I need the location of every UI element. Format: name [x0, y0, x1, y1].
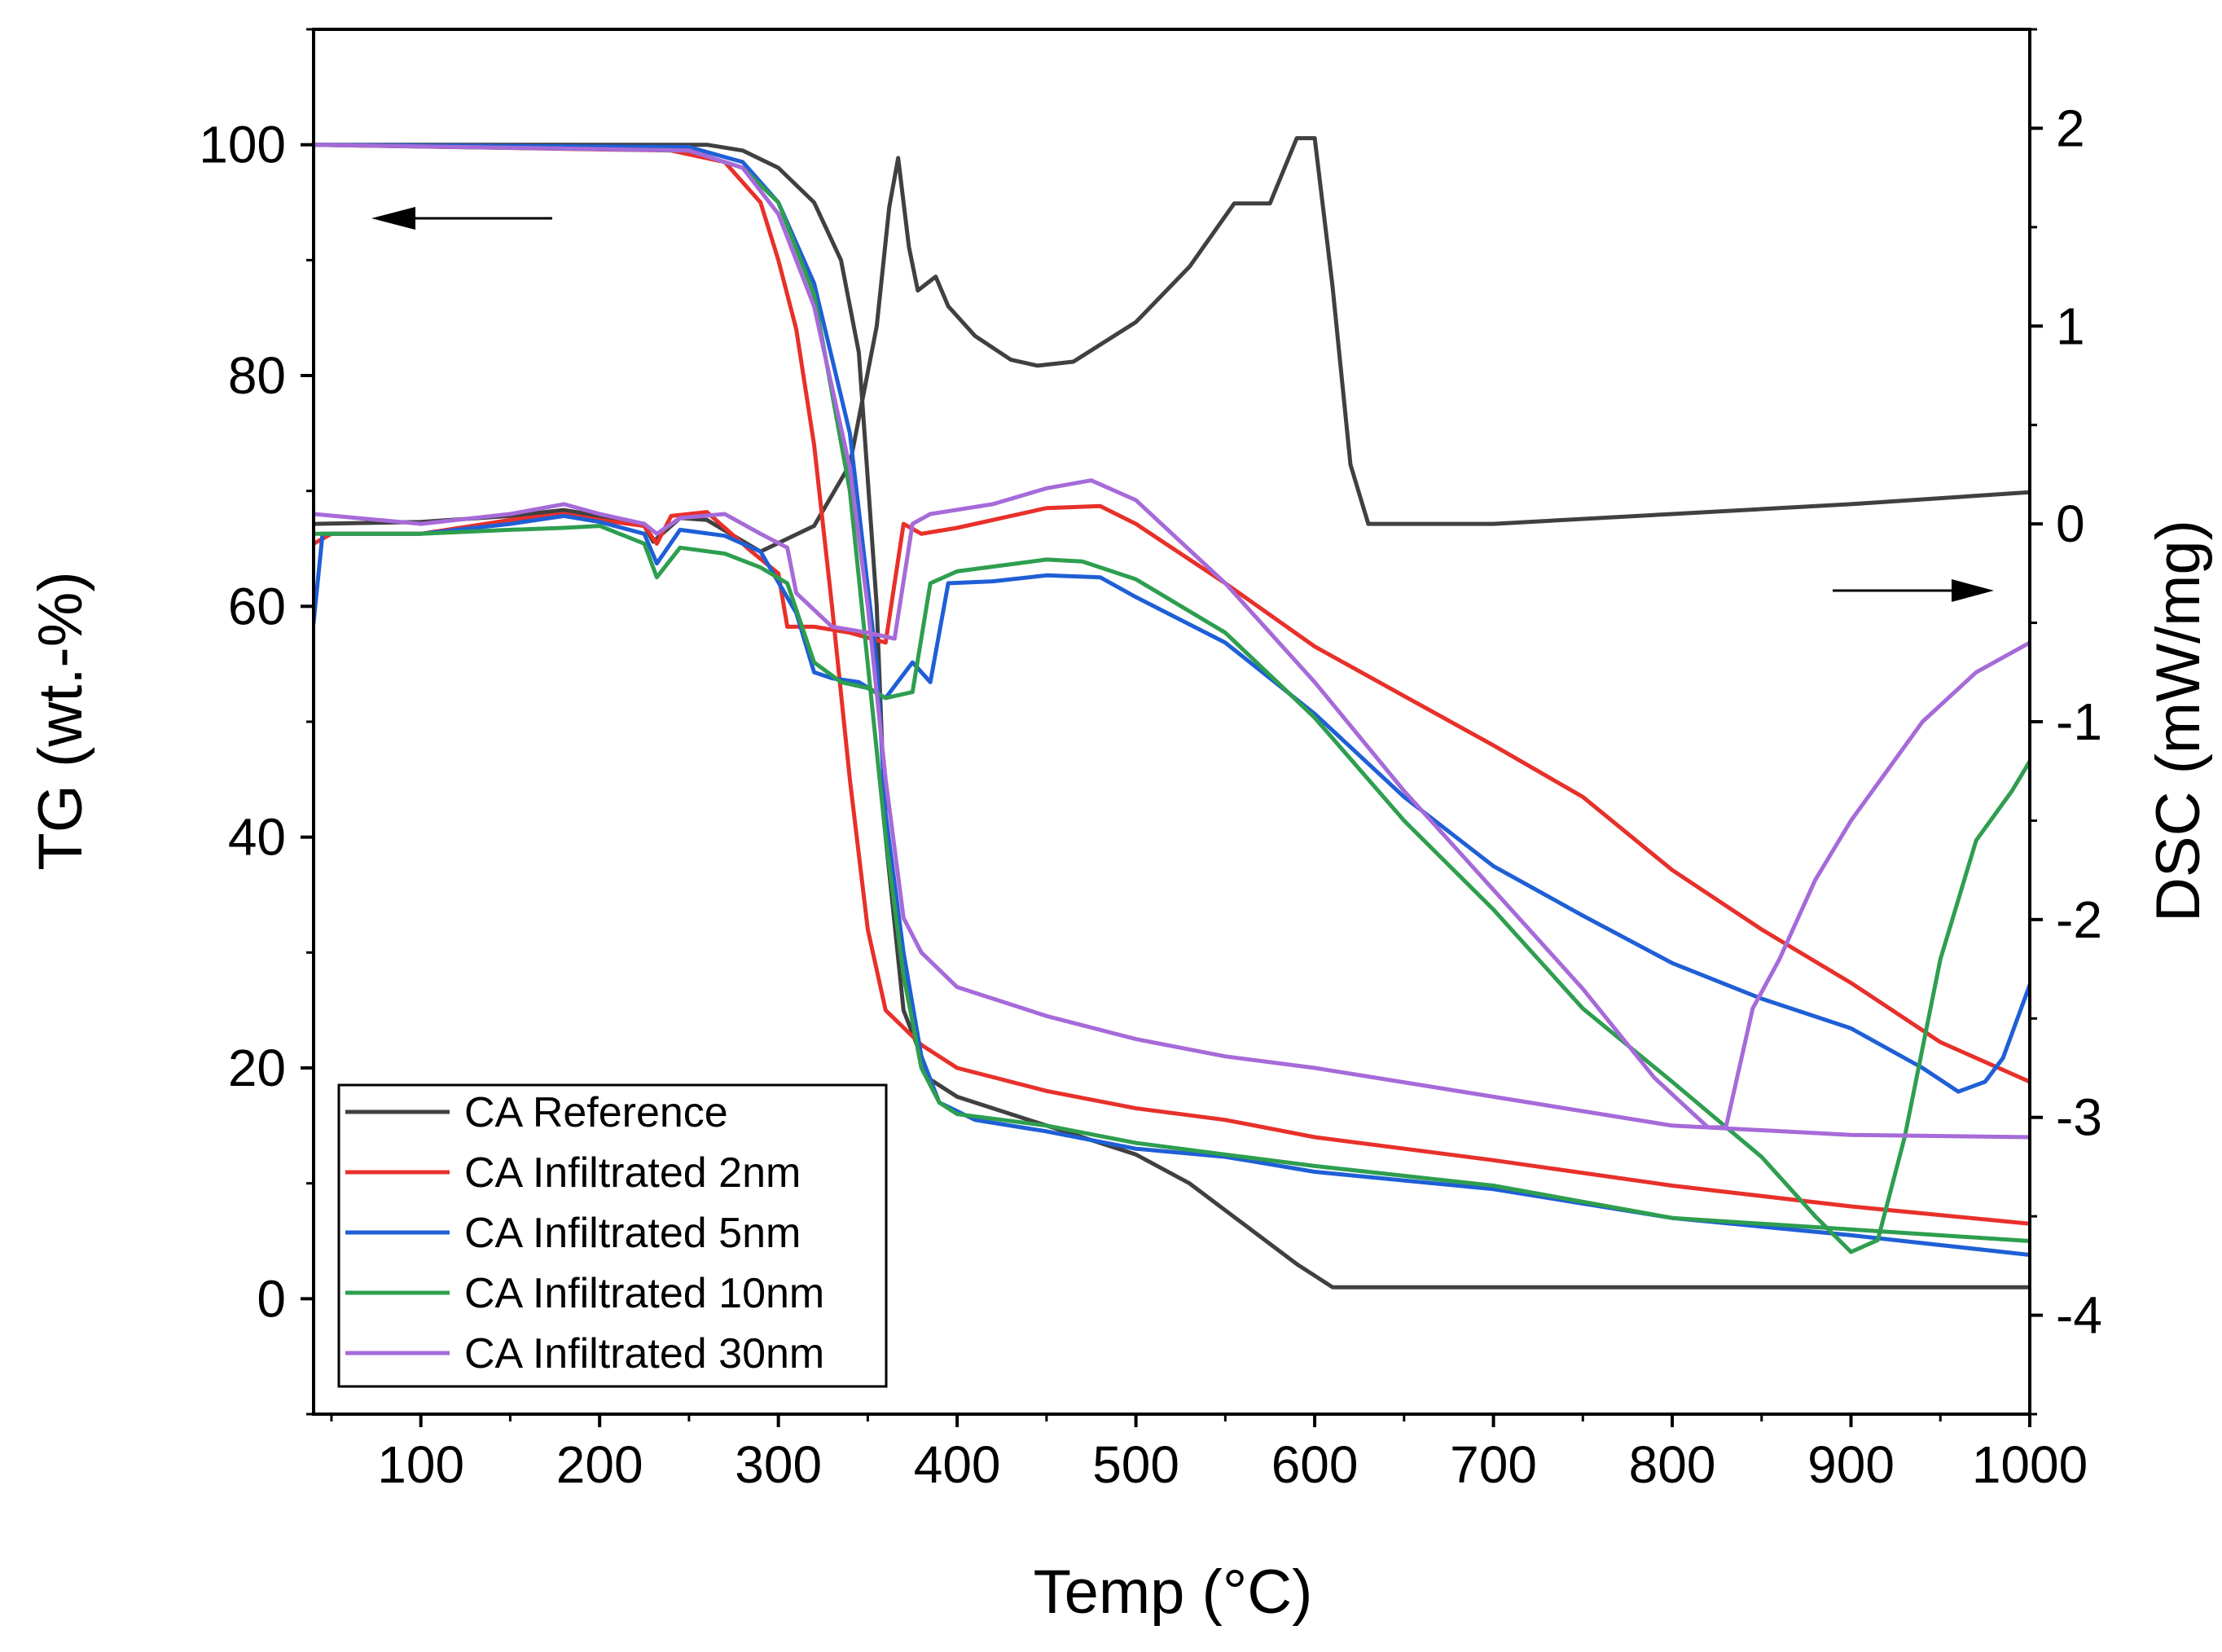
y-left-tick-label: 80: [228, 346, 286, 405]
legend-items: CA Reference CA Infiltrated 2nm CA Infiltr…: [345, 1089, 824, 1377]
left-arrow-head: [371, 207, 415, 230]
legend-label-ca-infiltrated-5nm: CA Infiltrated 5nm: [464, 1210, 801, 1257]
ca-infiltrated-30nm-dsc-line: [314, 478, 2030, 1130]
y-left-axis-title: TG (wt.-%): [26, 571, 95, 870]
legend-label-ca-infiltrated-30nm: CA Infiltrated 30nm: [464, 1330, 824, 1377]
x-tick-label: 900: [1807, 1435, 1895, 1494]
x-tick-label: 500: [1092, 1435, 1179, 1494]
ca-reference-tg-line: [314, 143, 2030, 1290]
ca-infiltrated-2nm-tg-line: [314, 143, 2030, 1226]
legend-label-ca-infiltrated-2nm: CA Infiltrated 2nm: [464, 1149, 801, 1197]
y-left-tick-label: 20: [228, 1039, 286, 1097]
ca-infiltrated-5nm-dsc-line: [314, 513, 2030, 1094]
right-arrow-head: [1952, 579, 1994, 602]
y-right-axis-title: DSC (mW/mg): [2144, 520, 2213, 922]
x-tick-label: 200: [556, 1435, 643, 1494]
y-right-tick-label: -1: [2056, 692, 2102, 751]
y-right-tick-label: 0: [2056, 494, 2085, 553]
axis-layer: 100 200 300 400 500 600 700 800 900 1000020406080…: [199, 28, 2102, 1494]
y-right-tick-label: 1: [2056, 297, 2085, 355]
x-tick-label: 1000: [1972, 1435, 2088, 1494]
y-right-tick-label: -2: [2056, 890, 2102, 949]
right-arrow: [1833, 579, 1994, 602]
ca-infiltrated-10nm-tg-line: [314, 143, 2030, 1243]
legend: CA Reference CA Infiltrated 2nm CA Infiltr…: [337, 1083, 888, 1388]
y-left-tick-label: 60: [228, 577, 286, 635]
y-left-tick-label: 100: [199, 116, 286, 174]
ca-infiltrated-30nm-tg-line: [314, 143, 2030, 1140]
series-layer: [314, 136, 2030, 1290]
x-tick-label: 100: [377, 1435, 464, 1494]
left-arrow: [371, 207, 552, 230]
x-tick-label: 700: [1450, 1435, 1537, 1494]
ca-infiltrated-10nm-dsc-line: [314, 524, 2030, 1254]
x-tick-label: 600: [1271, 1435, 1359, 1494]
x-tick-label: 400: [914, 1435, 1001, 1494]
y-right-tick-label: -4: [2056, 1286, 2102, 1345]
legend-box: [337, 1083, 888, 1388]
legend-label-ca-infiltrated-10nm: CA Infiltrated 10nm: [464, 1270, 824, 1317]
y-right-tick-label: 2: [2056, 99, 2085, 157]
legend-label-ca-reference: CA Reference: [464, 1089, 728, 1136]
y-left-tick-label: 40: [228, 808, 286, 867]
x-tick-label: 800: [1629, 1435, 1716, 1494]
y-left-tick-label: 0: [257, 1269, 286, 1328]
x-axis-title: Temp (°C): [1034, 1558, 1313, 1627]
y-right-tick-label: -3: [2056, 1088, 2102, 1147]
x-tick-label: 300: [735, 1435, 822, 1494]
ca-infiltrated-2nm-dsc-line: [314, 503, 2030, 1084]
